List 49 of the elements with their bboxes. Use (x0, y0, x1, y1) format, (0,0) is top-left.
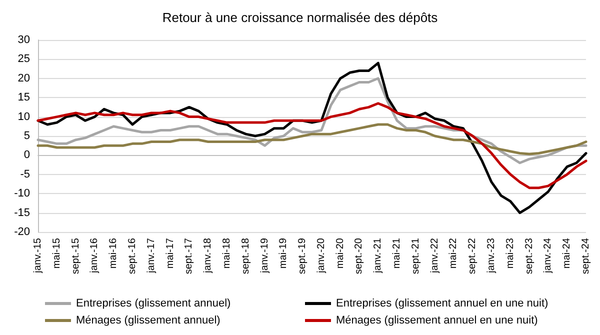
x-tick-label: mai-20 (334, 238, 346, 269)
x-tick-label: sept.-18 (240, 238, 252, 274)
y-tick-label: 5 (24, 130, 30, 142)
y-tick-label: -20 (14, 226, 30, 238)
x-tick-label: mai-22 (448, 238, 460, 269)
x-tick-label: sept.-17 (184, 238, 195, 274)
y-tick-label: -15 (14, 206, 30, 219)
x-tick-label: sept.-15 (70, 238, 82, 274)
line-series (36, 123, 588, 156)
line-series (36, 77, 588, 164)
x-tick-label: janv.-24 (542, 238, 554, 274)
legend-label: Ménages (glissement annuel en une nuit) (336, 314, 538, 326)
x-tick-label: sept.-19 (297, 238, 308, 274)
y-tick-label: 30 (18, 34, 30, 46)
y-tick-label: 0 (24, 149, 30, 162)
x-tick-label: mai-19 (278, 238, 290, 269)
x-tick-label: sept.-23 (524, 238, 535, 274)
x-tick-label: janv.-17 (146, 238, 157, 274)
y-tick-label: 15 (18, 92, 30, 104)
x-tick-label: mai-24 (562, 238, 573, 269)
x-tick-label: janv.-19 (259, 238, 270, 274)
x-tick-label: janv.-22 (429, 238, 440, 274)
x-tick-label: sept.-24 (580, 238, 592, 274)
x-tick-label: mai-18 (221, 238, 232, 269)
chart-title: Retour à une croissance normalisée des dépôts (162, 10, 438, 25)
x-tick-label: mai-15 (51, 238, 62, 269)
y-tick-label: 10 (18, 110, 30, 123)
x-tick-label: sept.-21 (410, 238, 422, 274)
y-tick-label: -10 (14, 188, 30, 200)
x-tick-label: mai-23 (504, 238, 516, 269)
y-tick-label: -5 (20, 168, 30, 180)
x-tick-label: sept.-22 (467, 238, 478, 274)
x-tick-label: mai-16 (108, 238, 120, 269)
y-tick-label: 25 (18, 53, 30, 66)
x-tick-label: janv.-18 (202, 238, 214, 274)
x-tick-label: mai-21 (392, 238, 403, 269)
x-tick-label: sept.-16 (126, 238, 138, 274)
line-series (36, 102, 588, 190)
x-tick-label: mai-17 (164, 238, 176, 269)
x-tick-label: janv.-16 (89, 238, 100, 274)
x-tick-label: janv.-20 (316, 238, 327, 274)
legend-label: Ménages (glissement annuel) (76, 314, 220, 326)
legend-label: Entreprises (glissement annuel en une nuit) (336, 298, 548, 310)
x-tick-label: janv.-15 (32, 238, 44, 274)
y-tick-label: 20 (18, 72, 30, 84)
x-tick-label: janv.-21 (372, 238, 384, 274)
x-tick-label: janv.-23 (486, 238, 498, 274)
legend-label: Entreprises (glissement annuel) (76, 298, 231, 310)
x-tick-label: sept.-20 (354, 238, 365, 274)
